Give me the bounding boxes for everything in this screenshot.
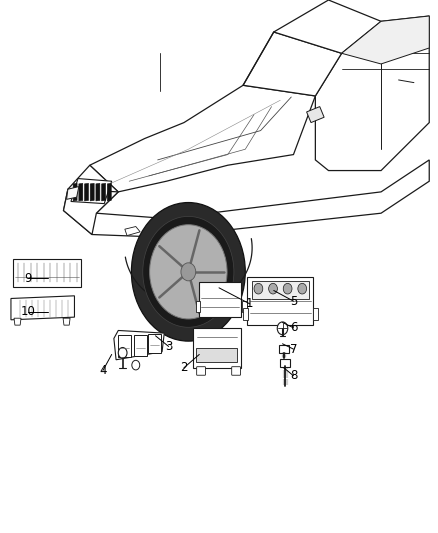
FancyBboxPatch shape bbox=[148, 334, 161, 353]
FancyBboxPatch shape bbox=[247, 277, 313, 325]
Polygon shape bbox=[79, 183, 83, 201]
Circle shape bbox=[283, 284, 292, 294]
FancyBboxPatch shape bbox=[193, 328, 241, 368]
Polygon shape bbox=[85, 183, 88, 201]
Polygon shape bbox=[63, 318, 70, 325]
Circle shape bbox=[181, 263, 196, 281]
Circle shape bbox=[268, 284, 277, 294]
FancyBboxPatch shape bbox=[243, 308, 248, 320]
Polygon shape bbox=[90, 183, 94, 201]
Text: 10: 10 bbox=[21, 305, 36, 318]
Polygon shape bbox=[102, 183, 106, 201]
Polygon shape bbox=[107, 183, 111, 201]
Polygon shape bbox=[307, 107, 324, 123]
Polygon shape bbox=[64, 160, 429, 237]
Text: 7: 7 bbox=[290, 343, 297, 356]
Polygon shape bbox=[342, 16, 429, 64]
FancyBboxPatch shape bbox=[232, 367, 240, 375]
FancyBboxPatch shape bbox=[118, 335, 131, 357]
Text: 9: 9 bbox=[25, 272, 32, 285]
Polygon shape bbox=[96, 183, 100, 201]
Text: 4: 4 bbox=[99, 364, 107, 377]
Polygon shape bbox=[67, 187, 79, 199]
Circle shape bbox=[254, 284, 263, 294]
Text: 2: 2 bbox=[180, 361, 188, 374]
Polygon shape bbox=[73, 183, 77, 201]
Polygon shape bbox=[14, 318, 21, 325]
Polygon shape bbox=[315, 16, 429, 171]
FancyBboxPatch shape bbox=[196, 301, 200, 312]
FancyBboxPatch shape bbox=[242, 301, 247, 312]
FancyBboxPatch shape bbox=[134, 335, 147, 356]
Polygon shape bbox=[64, 189, 118, 235]
Polygon shape bbox=[90, 85, 315, 192]
Polygon shape bbox=[68, 165, 118, 213]
Circle shape bbox=[298, 284, 307, 294]
Polygon shape bbox=[11, 296, 74, 320]
FancyBboxPatch shape bbox=[313, 308, 318, 320]
Text: 8: 8 bbox=[290, 369, 297, 382]
Polygon shape bbox=[71, 179, 112, 204]
Circle shape bbox=[132, 360, 140, 370]
Polygon shape bbox=[125, 227, 140, 236]
Text: 3: 3 bbox=[165, 340, 172, 353]
FancyBboxPatch shape bbox=[280, 359, 290, 367]
FancyBboxPatch shape bbox=[196, 348, 237, 362]
Polygon shape bbox=[274, 0, 381, 53]
FancyBboxPatch shape bbox=[279, 345, 289, 353]
Circle shape bbox=[131, 203, 245, 341]
Text: 5: 5 bbox=[290, 295, 297, 308]
FancyBboxPatch shape bbox=[199, 282, 241, 317]
Circle shape bbox=[118, 348, 127, 358]
FancyBboxPatch shape bbox=[252, 280, 309, 298]
Text: 1: 1 bbox=[246, 297, 254, 310]
Circle shape bbox=[150, 225, 227, 319]
FancyBboxPatch shape bbox=[13, 259, 81, 287]
Polygon shape bbox=[243, 32, 342, 96]
Polygon shape bbox=[114, 330, 164, 360]
Circle shape bbox=[143, 216, 234, 327]
Text: 6: 6 bbox=[290, 321, 297, 334]
FancyBboxPatch shape bbox=[197, 367, 205, 375]
Circle shape bbox=[277, 322, 288, 335]
